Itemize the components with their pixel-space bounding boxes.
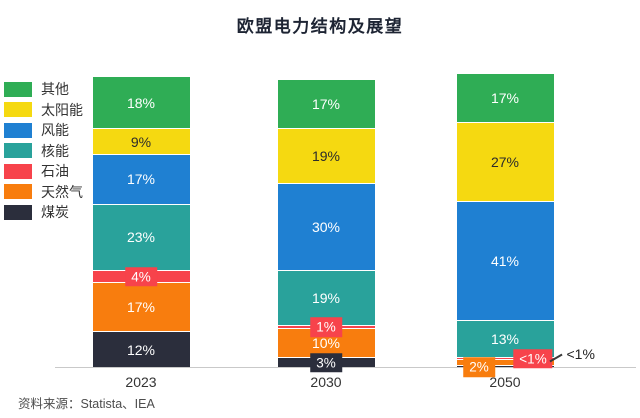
x-label-2050: 2050	[489, 374, 521, 390]
legend-label-solar: 太阳能	[41, 101, 83, 118]
segment-2030-nuclear: 19%	[277, 271, 375, 327]
legend-item-gas: 天然气	[4, 182, 83, 203]
segment-2023-coal: 12%	[92, 332, 190, 367]
segment-value-label: 27%	[490, 154, 520, 171]
segment-value-label: 41%	[490, 252, 520, 269]
legend-label-gas: 天然气	[41, 183, 83, 200]
segment-value-badge: 1%	[310, 317, 342, 338]
segment-2050-gas: 2%	[456, 357, 554, 377]
segment-value-label: 17%	[126, 299, 156, 316]
segment-value-label: 19%	[311, 290, 341, 307]
segment-2030-solar: 19%	[277, 129, 375, 185]
segment-value-label: 10%	[311, 335, 341, 352]
segment-value-label: 17%	[311, 96, 341, 113]
legend-swatch-oil	[4, 163, 32, 179]
bar-2023: 18% 9% 17% 23% 4% 17% 12%	[92, 77, 190, 367]
segment-2050-oil: <1%	[456, 348, 554, 369]
bar-2030: 17% 19% 30% 19% 1% 10% 3%	[277, 79, 375, 373]
segment-value-label: 18%	[126, 94, 156, 111]
segment-2023-nuclear: 23%	[92, 204, 190, 272]
segment-2050-other: 17%	[456, 74, 554, 124]
segment-2030-coal: 3%	[277, 352, 375, 373]
x-axis-line	[55, 367, 636, 368]
segment-2023-gas: 17%	[92, 282, 190, 333]
segment-value-label: 19%	[311, 148, 341, 165]
segment-value-label: 9%	[130, 133, 152, 150]
legend-swatch-other	[4, 81, 32, 97]
segment-2023-other: 18%	[92, 77, 190, 130]
segment-value-badge: 4%	[125, 266, 157, 287]
segment-2030-other: 17%	[277, 79, 375, 130]
legend-item-solar: 太阳能	[4, 100, 83, 121]
bar-2050: 17% 27% 41% 13% <1% 2% <1%	[456, 74, 595, 377]
legend-swatch-gas	[4, 184, 32, 200]
legend-item-oil: 石油	[4, 161, 83, 182]
segment-value-label: 30%	[311, 219, 341, 236]
segment-2050-wind: 41%	[456, 201, 554, 321]
legend-item-other: 其他	[4, 79, 83, 100]
segment-2050-nuclear: 13%	[456, 320, 554, 359]
x-label-2030: 2030	[310, 374, 342, 390]
source-note: 资料来源：Statista、IEA	[18, 397, 155, 411]
segment-2030-oil: 1%	[277, 317, 375, 338]
chart-title: 欧盟电力结构及展望	[236, 17, 404, 36]
legend-label-coal: 煤炭	[41, 204, 69, 221]
segment-value-label: 23%	[126, 229, 156, 246]
segment-2023-oil: 4%	[92, 266, 190, 287]
legend-swatch-solar	[4, 102, 32, 118]
segment-value-label: 13%	[490, 330, 520, 347]
legend-swatch-coal	[4, 204, 32, 220]
segment-2050-coal: <1%	[456, 347, 595, 367]
segment-2023-wind: 17%	[92, 155, 190, 205]
legend: 其他太阳能风能核能石油天然气煤炭	[4, 79, 83, 223]
segment-2050-solar: 27%	[456, 123, 554, 202]
segment-value-badge: 2%	[463, 357, 495, 377]
legend-item-wind: 风能	[4, 120, 83, 141]
legend-swatch-wind	[4, 122, 32, 138]
segment-2030-wind: 30%	[277, 184, 375, 272]
segment-value-label: 12%	[126, 341, 156, 358]
legend-swatch-nuclear	[4, 143, 32, 159]
segment-value-label: 17%	[490, 90, 520, 107]
segment-2023-solar: 9%	[92, 129, 190, 156]
legend-label-nuclear: 核能	[41, 142, 69, 159]
legend-label-oil: 石油	[41, 163, 69, 180]
segment-value-callout: <1%	[566, 345, 595, 362]
segment-value-label: 17%	[126, 171, 156, 188]
segment-value-badge: 3%	[310, 352, 342, 373]
legend-item-nuclear: 核能	[4, 141, 83, 162]
segment-value-badge: <1%	[513, 348, 553, 369]
legend-label-wind: 风能	[41, 122, 69, 139]
x-label-2023: 2023	[125, 374, 157, 390]
legend-label-other: 其他	[41, 81, 69, 98]
legend-item-coal: 煤炭	[4, 202, 83, 223]
